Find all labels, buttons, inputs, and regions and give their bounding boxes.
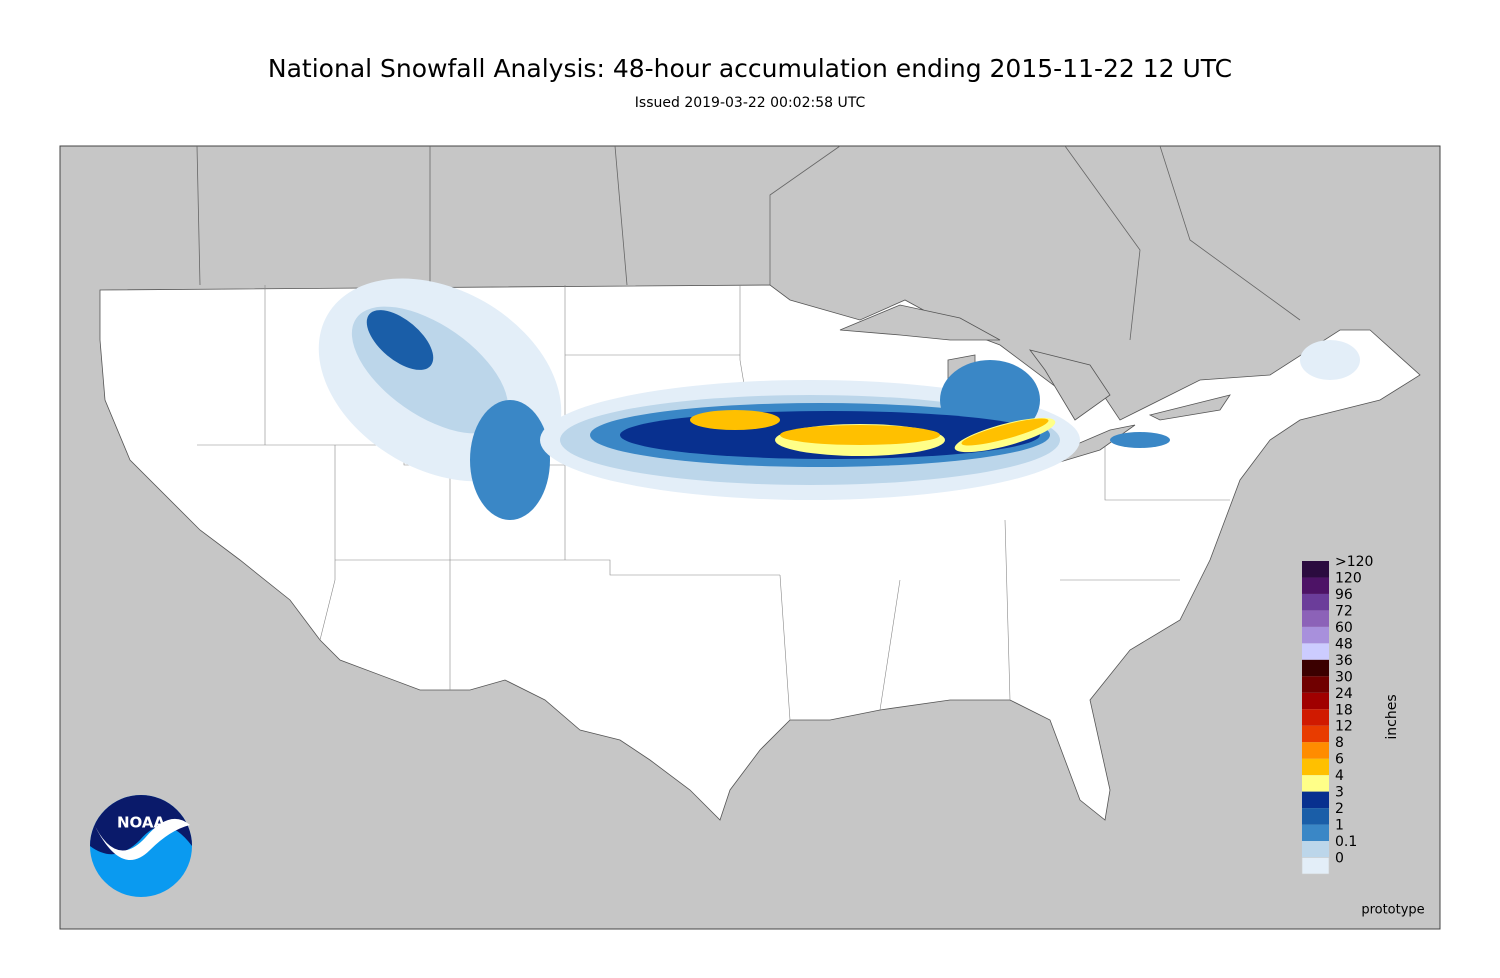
- map: prototype NOAA: [59, 145, 1441, 930]
- legend-swatch: [1302, 709, 1329, 726]
- legend-label: 120: [1335, 570, 1362, 586]
- legend-swatch: [1302, 577, 1329, 594]
- legend-swatch: [1302, 841, 1329, 858]
- title: National Snowfall Analysis: 48-hour accu…: [268, 54, 1232, 83]
- legend-label: 30: [1335, 669, 1353, 685]
- legend-label: 36: [1335, 653, 1353, 669]
- legend-swatch: [1302, 643, 1329, 660]
- legend-swatch: [1302, 758, 1329, 776]
- legend-swatch: [1302, 659, 1329, 677]
- canada-borders: [196, 145, 1301, 341]
- legend-swatch: [1302, 610, 1329, 627]
- noaa-logo: NOAA: [90, 795, 192, 897]
- legend-swatch: [1302, 561, 1329, 578]
- legend-swatch: [1301, 857, 1330, 875]
- legend-label: 24: [1335, 686, 1353, 702]
- legend-label: 6: [1335, 752, 1344, 768]
- snowfall: [318, 278, 1360, 520]
- legend-label: 1: [1335, 818, 1344, 834]
- legend-swatch: [1302, 791, 1329, 809]
- legend-label: 4: [1335, 768, 1344, 784]
- legend-swatch: [1302, 808, 1329, 825]
- legend-swatch: [1302, 676, 1329, 693]
- legend-swatch: [1302, 692, 1329, 710]
- legend-label: 3: [1335, 785, 1344, 801]
- legend-swatch: [1302, 824, 1329, 842]
- legend-swatch: [1302, 775, 1329, 792]
- legend-swatch: [1302, 742, 1329, 759]
- legend-label: 18: [1335, 702, 1353, 718]
- legend-label: 0.1: [1335, 834, 1357, 850]
- legend-swatch: [1302, 626, 1329, 644]
- state-lines: [197, 285, 1230, 721]
- legend-label: 72: [1335, 603, 1353, 619]
- legend-swatch: [1302, 593, 1329, 611]
- legend-label: 12: [1335, 719, 1353, 735]
- legend: inches >1201209672604836302418128643210.…: [1301, 554, 1400, 875]
- legend-label: 96: [1335, 587, 1353, 603]
- legend-label: 2: [1335, 801, 1344, 817]
- logo-text: NOAA: [117, 814, 166, 832]
- legend-label: 0: [1335, 851, 1344, 867]
- legend-label: >120: [1335, 554, 1373, 570]
- legend-title: inches: [1384, 694, 1400, 739]
- legend-label: 48: [1335, 636, 1353, 652]
- subtitle: Issued 2019-03-22 00:02:58 UTC: [635, 95, 866, 111]
- legend-label: 8: [1335, 735, 1344, 751]
- prototype-note: prototype: [1361, 903, 1424, 918]
- legend-label: 60: [1335, 620, 1353, 636]
- legend-swatch: [1302, 725, 1329, 743]
